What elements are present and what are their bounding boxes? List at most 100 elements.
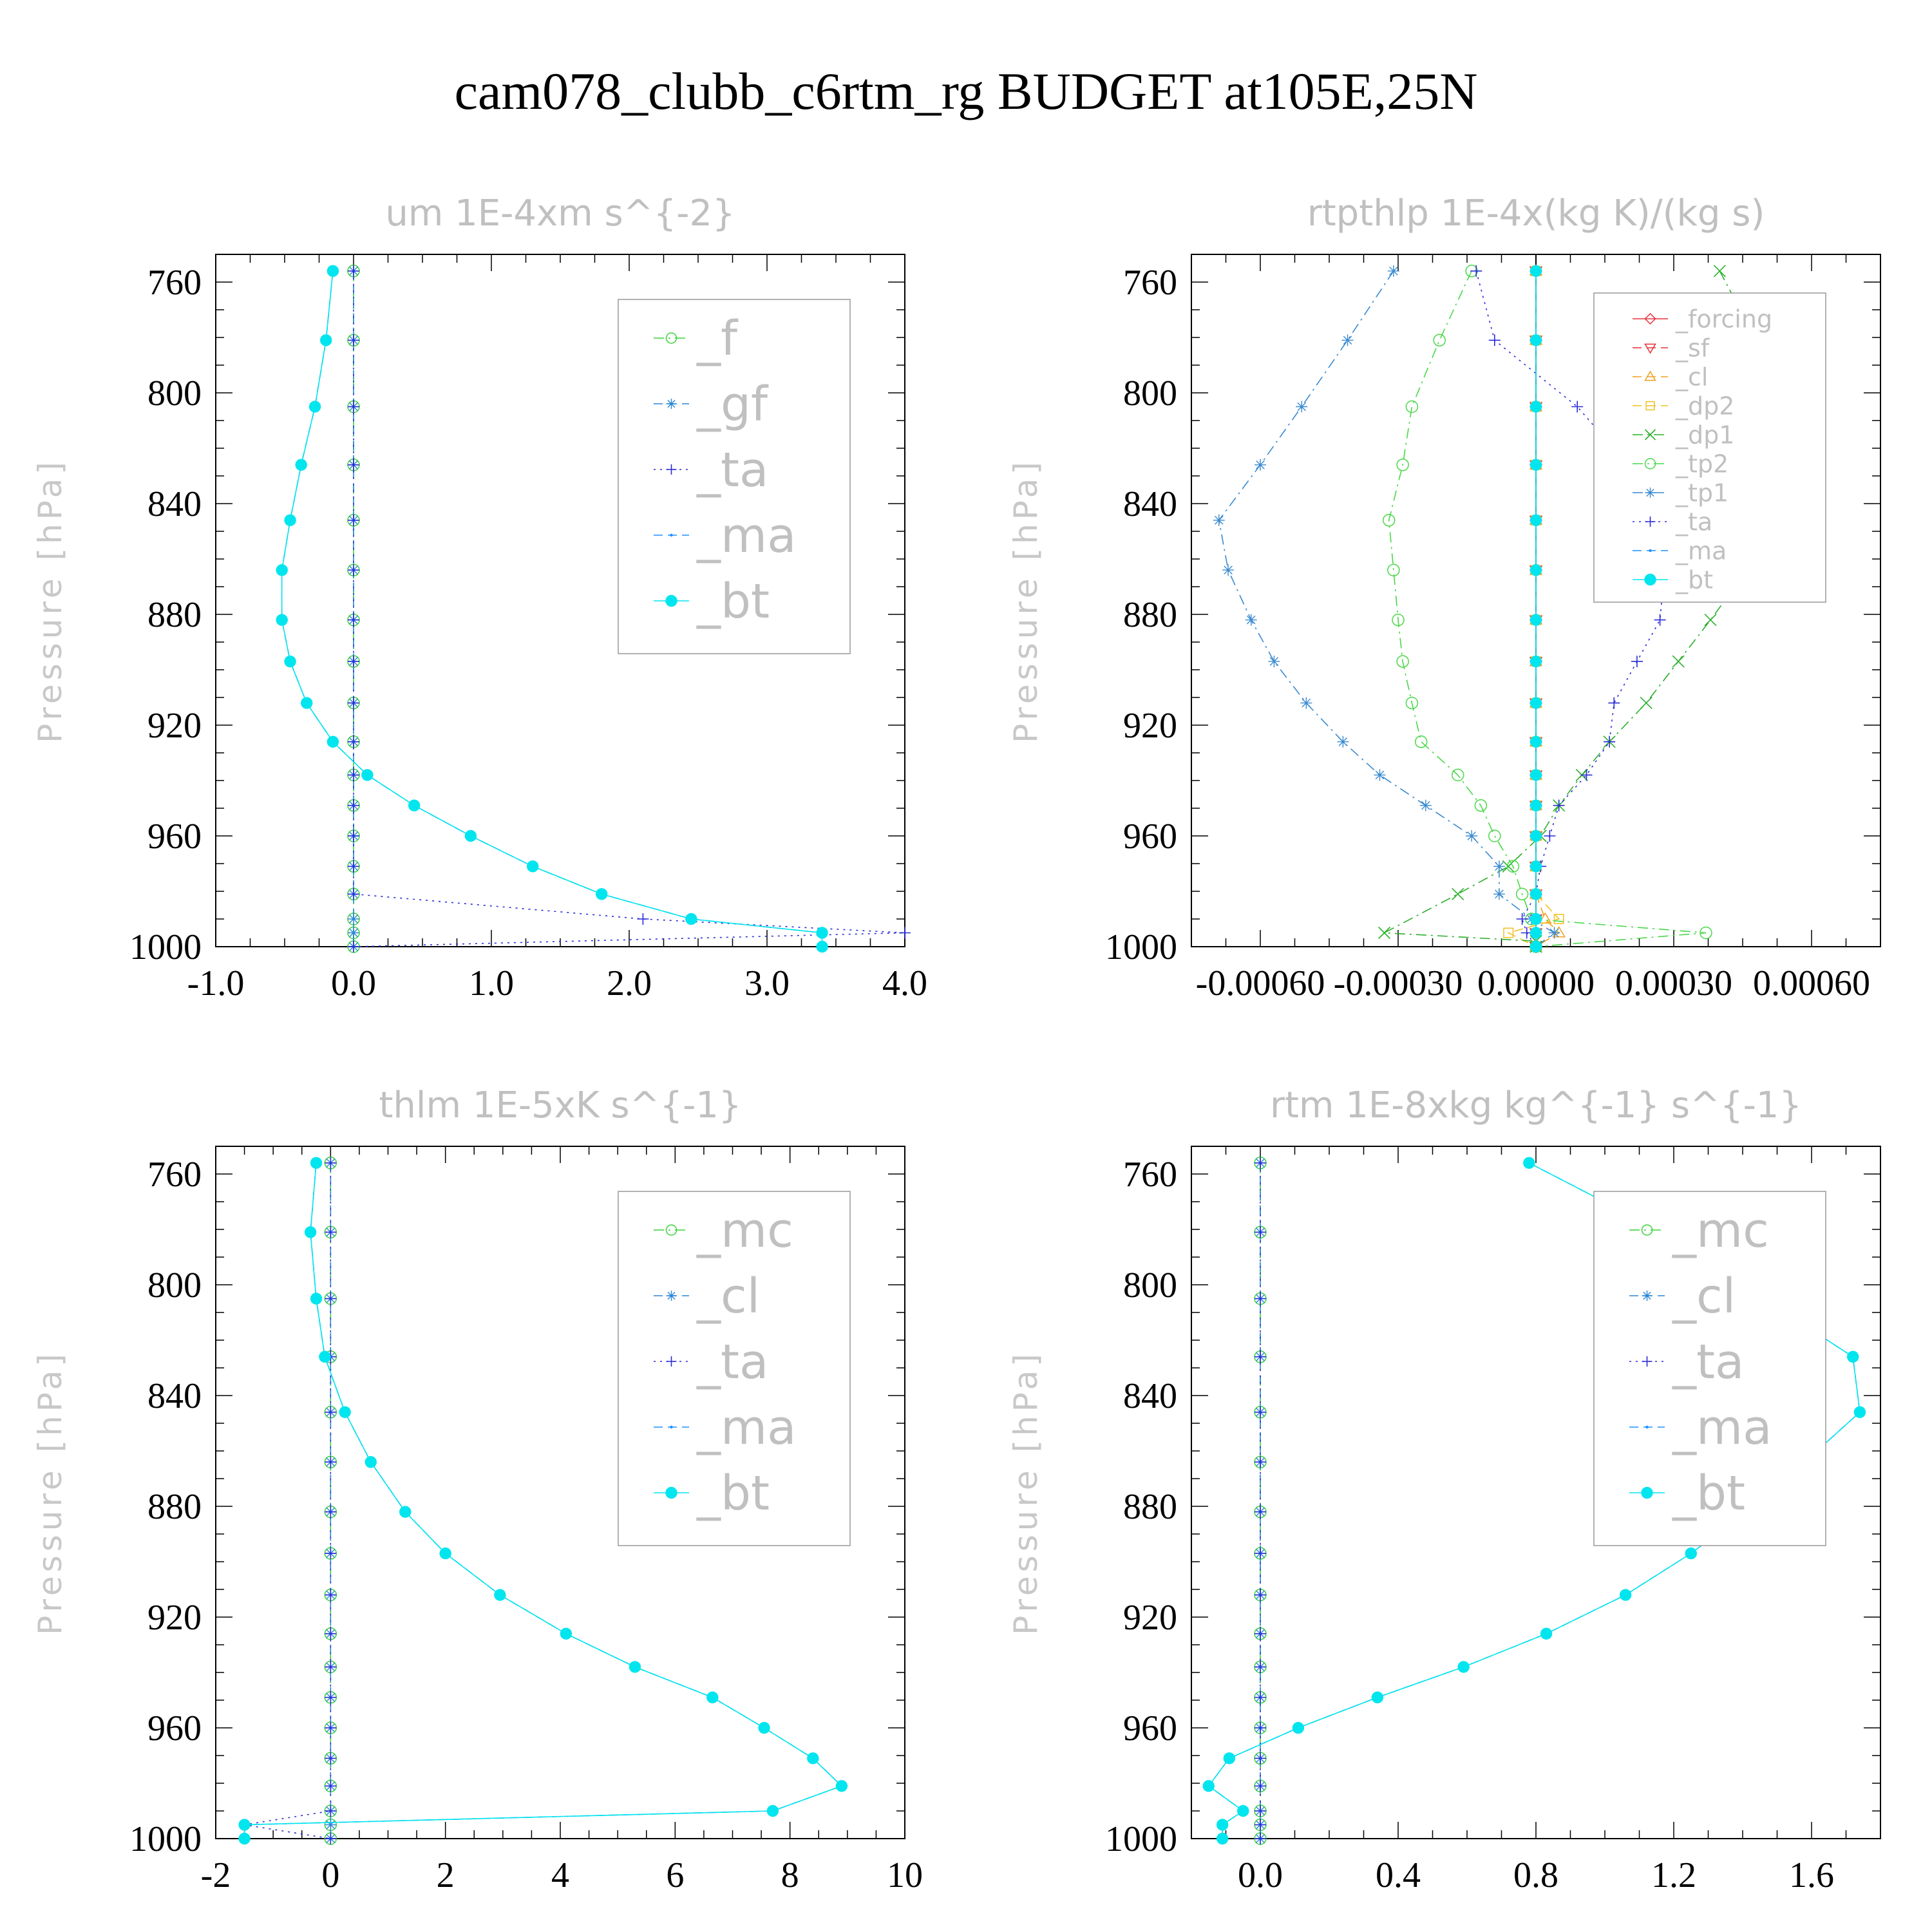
data-point-ta bbox=[1470, 265, 1482, 277]
x-tick-label: 2 bbox=[437, 1855, 455, 1895]
data-point-bt bbox=[464, 829, 477, 842]
legend-label: _bt bbox=[696, 574, 770, 629]
data-point-ta bbox=[325, 1157, 337, 1169]
data-point-ta bbox=[1255, 1456, 1266, 1468]
legend-label: _tp2 bbox=[1675, 450, 1728, 478]
data-point-dp2 bbox=[1503, 927, 1514, 938]
legend-label: _ma bbox=[696, 1400, 796, 1455]
data-point-bt bbox=[1530, 860, 1542, 873]
legend-label: _cl bbox=[696, 1269, 760, 1324]
data-point-ta bbox=[325, 1456, 337, 1468]
data-point-ta bbox=[348, 656, 359, 668]
legend-label: _gf bbox=[696, 377, 769, 432]
data-point-bt bbox=[527, 860, 539, 873]
y-tick-label: 960 bbox=[1123, 1709, 1177, 1748]
data-point-bt bbox=[1292, 1721, 1305, 1734]
legend-label: _ta bbox=[1675, 507, 1712, 536]
panel-1: um 1E-4xm s^{-2} Pressure [hPa] 760 800 840 8… bbox=[32, 193, 927, 1003]
legend-marker bbox=[1641, 1486, 1653, 1499]
data-point-cl bbox=[325, 1819, 337, 1831]
data-point-bt bbox=[1530, 769, 1542, 781]
legend-marker bbox=[665, 1224, 677, 1236]
data-point-bt bbox=[276, 614, 288, 626]
data-point-bt bbox=[1530, 334, 1542, 346]
data-point-bt bbox=[408, 799, 421, 811]
data-point-bt bbox=[399, 1506, 412, 1518]
data-point-bt bbox=[1216, 1819, 1229, 1831]
data-point-ta bbox=[348, 860, 359, 873]
data-point-ta bbox=[899, 927, 911, 939]
data-point-bt bbox=[560, 1627, 573, 1640]
y-tick-label: 840 bbox=[147, 484, 202, 524]
data-point-ta bbox=[1255, 1406, 1266, 1418]
data-point-ta bbox=[1608, 697, 1620, 709]
data-point-tp1 bbox=[1548, 927, 1560, 939]
data-point-ta bbox=[348, 614, 359, 626]
data-point-ta bbox=[1255, 1157, 1266, 1169]
data-point-dp1 bbox=[1672, 655, 1685, 668]
y-tick-label: 960 bbox=[1123, 817, 1177, 857]
data-point-ta bbox=[325, 1780, 337, 1792]
series-line-tp1 bbox=[1218, 270, 1555, 947]
data-point-dp2 bbox=[1553, 914, 1564, 924]
data-point-bt bbox=[365, 1456, 377, 1468]
data-point-tp1 bbox=[1296, 401, 1308, 413]
data-point-ta bbox=[325, 1833, 337, 1844]
data-point-tp1 bbox=[1466, 830, 1478, 842]
data-point-ta bbox=[348, 888, 359, 900]
data-point-bt bbox=[361, 769, 374, 781]
legend-box bbox=[618, 299, 851, 654]
data-point-ta bbox=[325, 1752, 337, 1765]
x-tick-label: 4.0 bbox=[882, 963, 927, 1003]
data-point-bt bbox=[1530, 888, 1542, 900]
data-point-bt bbox=[238, 1819, 251, 1831]
data-point-ta bbox=[1255, 1548, 1266, 1560]
legend-label: _ta bbox=[1672, 1334, 1744, 1390]
data-point-ta bbox=[348, 401, 359, 413]
legend-label: _ma bbox=[696, 508, 796, 564]
x-tick-label: 3.0 bbox=[744, 963, 790, 1003]
y-tick-label: 800 bbox=[147, 1265, 202, 1305]
y-tick-label: 760 bbox=[1123, 1155, 1177, 1195]
data-point-tp2 bbox=[1396, 459, 1409, 471]
data-point-tp2 bbox=[1405, 696, 1419, 710]
data-point-bt bbox=[1530, 735, 1542, 748]
data-point-bt bbox=[301, 697, 313, 709]
data-point-ta bbox=[1488, 334, 1501, 346]
legend-marker bbox=[1644, 370, 1656, 381]
data-point-ta bbox=[1255, 1350, 1266, 1363]
legend-marker bbox=[666, 464, 677, 475]
data-point-tp1 bbox=[1341, 334, 1354, 346]
x-tick-label: 0.00030 bbox=[1615, 963, 1732, 1003]
x-tick-label: -0.00030 bbox=[1334, 963, 1463, 1003]
data-point-dp1 bbox=[1704, 614, 1717, 627]
y-axis-label: Pressure [hPa] bbox=[1007, 1350, 1045, 1635]
data-point-ta bbox=[348, 735, 359, 748]
data-point-ta bbox=[348, 799, 359, 811]
y-tick-label: 880 bbox=[1123, 1487, 1177, 1527]
data-point-tp2 bbox=[1700, 926, 1712, 940]
data-point-bt bbox=[238, 1832, 251, 1845]
x-tick-label: 4 bbox=[551, 1855, 569, 1895]
data-point-bt bbox=[327, 735, 339, 748]
series-line-bt bbox=[281, 270, 823, 947]
data-point-bt bbox=[1847, 1350, 1859, 1363]
legend-marker bbox=[1644, 343, 1656, 354]
legend-marker bbox=[1642, 1356, 1653, 1367]
data-point-bt bbox=[1457, 1661, 1470, 1673]
series-line-cl bbox=[1535, 270, 1560, 947]
x-tick-label: 2.0 bbox=[607, 963, 652, 1003]
data-point-ta bbox=[325, 1661, 337, 1673]
legend-label: _bt bbox=[696, 1466, 770, 1521]
data-point-ta bbox=[1255, 1819, 1266, 1831]
legend-label: _ta bbox=[696, 442, 768, 498]
data-point-ta bbox=[348, 459, 359, 471]
data-point-tp1 bbox=[1268, 656, 1280, 668]
data-point-ta bbox=[325, 1506, 337, 1518]
y-tick-label: 920 bbox=[1123, 706, 1177, 746]
legend-label: _mc bbox=[696, 1203, 793, 1258]
data-point-bt bbox=[835, 1780, 848, 1792]
legend-label: _ma bbox=[1675, 536, 1727, 565]
x-tick-label: 8 bbox=[781, 1855, 799, 1895]
series-line-bt bbox=[243, 1162, 843, 1839]
